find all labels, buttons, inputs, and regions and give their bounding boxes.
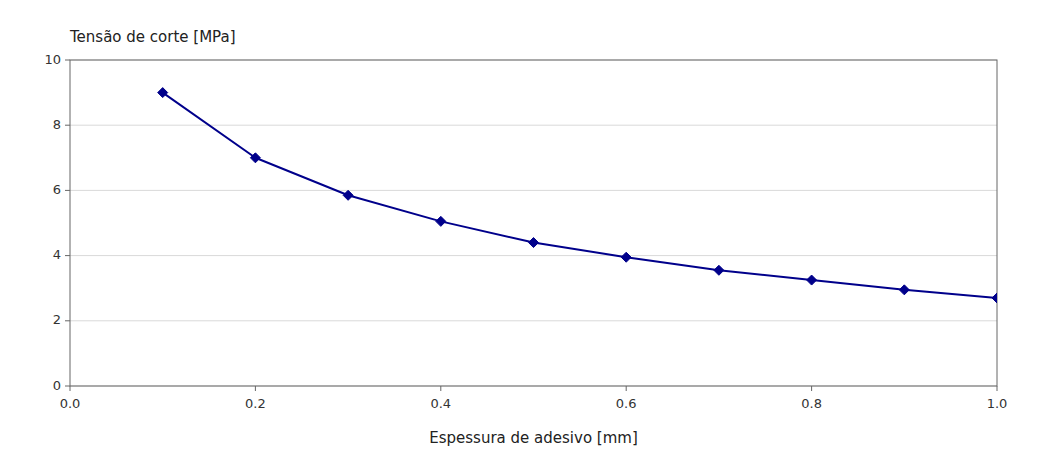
plot-frame: [70, 60, 997, 386]
y-tick: [65, 320, 70, 321]
marker: [529, 238, 539, 248]
chart-container: 0 2 4 6 8 10 0.0 0.2 0.4 0.6 0.8 1.0 Espessura de ad…: [0, 0, 1037, 461]
x-tick-label: 1.0: [987, 396, 1008, 411]
y-tick: [65, 125, 70, 126]
y-tick: [65, 190, 70, 191]
y-tick-label: 2: [53, 312, 61, 327]
x-tick: [626, 386, 627, 391]
x-tick-label: 0.6: [616, 396, 637, 411]
y-tick-label: 4: [53, 247, 61, 262]
marker: [621, 252, 631, 262]
plot-area: [158, 88, 997, 303]
line: [163, 93, 997, 298]
marker: [807, 275, 817, 285]
y-tick-label: 8: [53, 117, 61, 132]
y-tick-label: 10: [44, 52, 61, 67]
x-tick: [997, 386, 998, 391]
marker: [436, 216, 446, 226]
marker: [714, 265, 724, 275]
y-tick: [65, 386, 70, 387]
marker: [158, 88, 168, 98]
y-tick: [65, 60, 70, 61]
x-tick: [811, 386, 812, 391]
axes: 0 2 4 6 8 10 0.0 0.2 0.4 0.6 0.8 1.0: [44, 52, 1007, 412]
x-tick-label: 0.2: [245, 396, 266, 411]
chart-svg: 0 2 4 6 8 10 0.0 0.2 0.4 0.6 0.8 1.0 Espessura de ad…: [0, 0, 1037, 461]
x-tick: [255, 386, 256, 391]
x-tick-label: 0.4: [430, 396, 451, 411]
x-tick-label: 0.0: [60, 396, 81, 411]
x-tick: [70, 386, 71, 391]
y-tick-label: 6: [53, 182, 61, 197]
x-tick: [440, 386, 441, 391]
y-tick: [65, 255, 70, 256]
marker: [992, 293, 997, 303]
marker: [343, 190, 353, 200]
y-axis-label: Tensão de corte [MPa]: [69, 28, 236, 46]
y-tick-label: 0: [53, 378, 61, 393]
x-tick-label: 0.8: [801, 396, 822, 411]
grid-line: [70, 320, 997, 321]
marker: [899, 285, 909, 295]
x-axis-label: Espessura de adesivo [mm]: [429, 429, 638, 447]
marker: [250, 153, 260, 163]
grid-line: [70, 255, 997, 256]
grid-line: [70, 190, 997, 191]
background: [0, 0, 1037, 461]
